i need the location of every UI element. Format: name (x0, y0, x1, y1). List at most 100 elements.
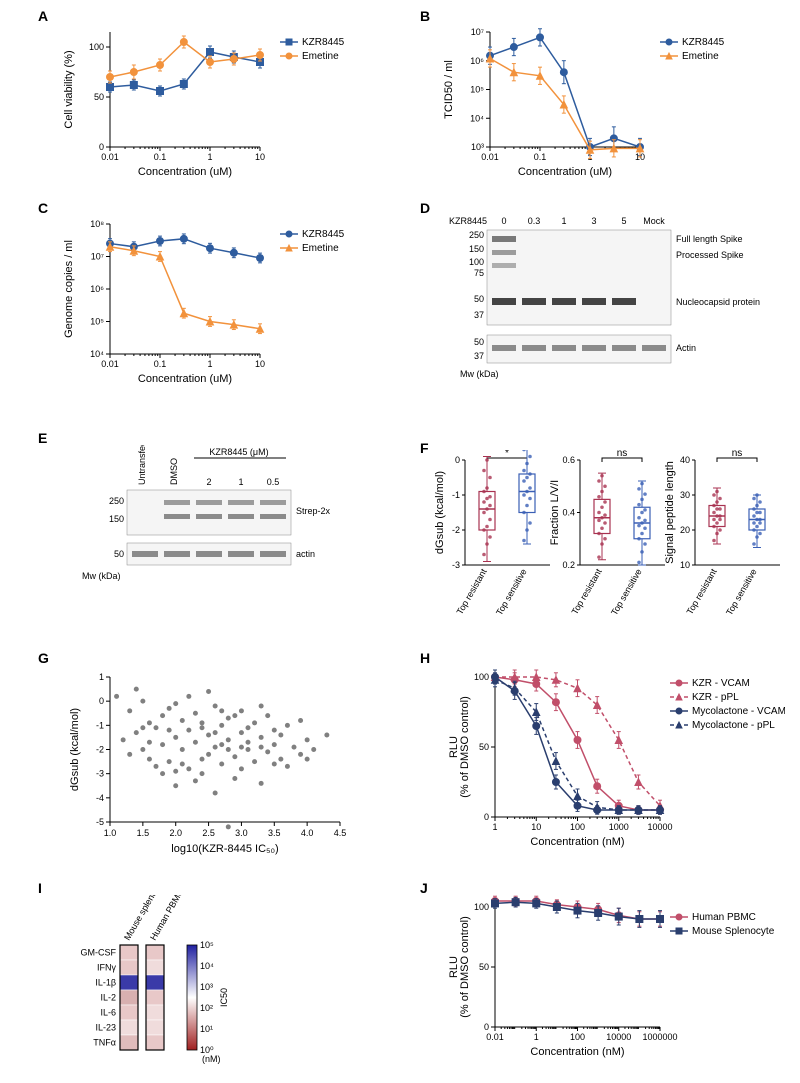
svg-text:0.1: 0.1 (154, 152, 167, 162)
svg-text:Strep-2x: Strep-2x (296, 506, 331, 516)
svg-text:150: 150 (469, 244, 484, 254)
svg-text:0.3: 0.3 (528, 216, 541, 226)
svg-text:1: 1 (207, 152, 212, 162)
svg-text:KZR8445 (μM): KZR8445 (μM) (209, 447, 268, 457)
panel-label-d: D (420, 200, 430, 216)
svg-text:10³: 10³ (200, 982, 213, 992)
svg-text:ns: ns (732, 450, 743, 459)
svg-text:40: 40 (680, 455, 690, 465)
svg-text:Nucleocapsid protein: Nucleocapsid protein (676, 297, 760, 307)
svg-text:30: 30 (680, 490, 690, 500)
svg-text:10⁴: 10⁴ (470, 113, 484, 123)
svg-text:Concentration (nM): Concentration (nM) (530, 1046, 624, 1058)
western-blot-e: Untransfected controlDMSOKZR8445 (μM)210… (55, 445, 355, 625)
svg-text:10⁵: 10⁵ (90, 317, 104, 327)
panel-label-h: H (420, 650, 430, 666)
svg-text:actin: actin (296, 549, 315, 559)
svg-text:Concentration (uM): Concentration (uM) (138, 373, 232, 385)
svg-text:0.01: 0.01 (486, 1032, 504, 1042)
svg-text:1.0: 1.0 (104, 828, 117, 838)
svg-text:IFNγ: IFNγ (97, 963, 116, 973)
svg-text:Emetine: Emetine (682, 51, 719, 62)
svg-text:0.1: 0.1 (534, 152, 547, 162)
svg-text:100: 100 (469, 257, 484, 267)
svg-text:dGsub (kcal/mol): dGsub (kcal/mol) (69, 708, 81, 791)
panel-label-e: E (38, 430, 47, 446)
svg-text:Untransfected control: Untransfected control (137, 445, 147, 485)
svg-text:0.4: 0.4 (562, 508, 575, 518)
svg-text:10000: 10000 (606, 1032, 631, 1042)
svg-text:Full length Spike: Full length Spike (676, 234, 743, 244)
svg-text:0: 0 (501, 216, 506, 226)
svg-text:IC50: IC50 (219, 988, 229, 1007)
svg-text:250: 250 (469, 230, 484, 240)
svg-text:10⁵: 10⁵ (200, 940, 214, 950)
panel-label-i: I (38, 880, 42, 896)
chart-h: 110100100010000050100Concentration (nM)R… (435, 665, 785, 865)
svg-text:(nM): (nM) (202, 1054, 221, 1064)
svg-text:2.0: 2.0 (169, 828, 182, 838)
panel-label-b: B (420, 8, 430, 24)
svg-text:KZR8445: KZR8445 (449, 216, 487, 226)
svg-text:Actin: Actin (676, 343, 696, 353)
svg-text:IL-6: IL-6 (100, 1008, 116, 1018)
svg-text:KZR - VCAM: KZR - VCAM (692, 678, 750, 689)
svg-text:Top sensitive: Top sensitive (494, 567, 529, 617)
svg-text:KZR8445: KZR8445 (302, 37, 345, 48)
svg-text:KZR - pPL: KZR - pPL (692, 692, 739, 703)
svg-text:Genome copies / ml: Genome copies / ml (63, 240, 75, 338)
svg-text:50: 50 (474, 337, 484, 347)
svg-text:*: * (505, 450, 509, 459)
svg-text:1000: 1000 (609, 822, 629, 832)
svg-text:4.0: 4.0 (301, 828, 314, 838)
svg-text:Processed Spike: Processed Spike (676, 250, 744, 260)
svg-text:100: 100 (474, 672, 489, 682)
svg-text:250: 250 (109, 496, 124, 506)
chart-c: 0.010.111010⁴10⁵10⁶10⁷10⁸Concentration (… (55, 212, 395, 402)
svg-text:Concentration (uM): Concentration (uM) (138, 166, 232, 178)
svg-text:10⁴: 10⁴ (90, 349, 104, 359)
svg-text:10⁷: 10⁷ (471, 27, 484, 37)
panel-label-c: C (38, 200, 48, 216)
svg-text:1.5: 1.5 (137, 828, 150, 838)
svg-text:IL-2: IL-2 (100, 993, 116, 1003)
svg-text:4.5: 4.5 (334, 828, 347, 838)
svg-text:0.01: 0.01 (101, 152, 119, 162)
svg-text:Emetine: Emetine (302, 243, 339, 254)
svg-text:3.0: 3.0 (235, 828, 248, 838)
svg-text:10¹: 10¹ (200, 1024, 213, 1034)
svg-text:10⁵: 10⁵ (470, 85, 484, 95)
svg-text:Top resistant: Top resistant (455, 567, 489, 617)
svg-text:0: 0 (99, 142, 104, 152)
svg-text:75: 75 (474, 268, 484, 278)
svg-text:20: 20 (680, 525, 690, 535)
svg-text:37: 37 (474, 310, 484, 320)
svg-text:dGsub (kcal/mol): dGsub (kcal/mol) (435, 471, 446, 554)
svg-text:-3: -3 (452, 560, 460, 570)
svg-text:1: 1 (99, 672, 104, 682)
svg-text:50: 50 (114, 549, 124, 559)
svg-text:10: 10 (531, 822, 541, 832)
svg-text:Top resistant: Top resistant (685, 567, 719, 617)
svg-text:100: 100 (474, 902, 489, 912)
svg-text:50: 50 (94, 92, 104, 102)
svg-text:-1: -1 (96, 720, 104, 730)
svg-text:log10(KZR-8445 IC₅₀): log10(KZR-8445 IC₅₀) (171, 843, 278, 855)
svg-text:Cell viability (%): Cell viability (%) (63, 50, 75, 128)
svg-text:0: 0 (484, 1022, 489, 1032)
svg-text:Mock: Mock (643, 216, 665, 226)
boxplots-f: -3-2-10dGsub (kcal/mol)*Top resistantTop… (435, 450, 785, 635)
chart-j: 0.011100100001000000050100Concentration … (435, 895, 785, 1070)
svg-text:150: 150 (109, 514, 124, 524)
chart-a: 0.010.1110050100Concentration (uM)Cell v… (55, 20, 395, 190)
svg-text:100: 100 (570, 822, 585, 832)
svg-text:100: 100 (89, 42, 104, 52)
svg-text:5: 5 (621, 216, 626, 226)
svg-text:1: 1 (207, 359, 212, 369)
svg-text:Mw (kDa): Mw (kDa) (460, 369, 499, 379)
svg-text:37: 37 (474, 351, 484, 361)
svg-text:3.5: 3.5 (268, 828, 281, 838)
svg-text:-2: -2 (452, 525, 460, 535)
panel-label-a: A (38, 8, 48, 24)
svg-text:Mw (kDa): Mw (kDa) (82, 571, 121, 581)
